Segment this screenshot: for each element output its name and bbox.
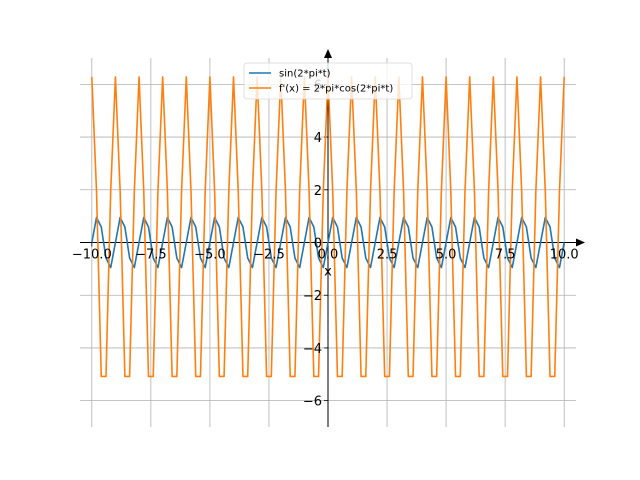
x-tick-label: −2.5 — [253, 248, 285, 263]
y-axis-arrow-icon — [324, 49, 332, 58]
x-tick-label: −5.0 — [194, 248, 226, 263]
x-tick-label: 0.0 — [318, 248, 339, 263]
x-tick-label: 10.0 — [550, 248, 579, 263]
legend-box — [243, 62, 413, 100]
x-tick-label: 5.0 — [436, 248, 457, 263]
x-axis-label: x — [324, 265, 332, 280]
legend-entry-label: f'(x) = 2*pi*cos(2*pi*t) — [279, 84, 393, 95]
x-tick-label: −7.5 — [135, 248, 167, 263]
y-tick-label: 2 — [314, 184, 322, 199]
x-tick-label: −10.0 — [72, 248, 112, 263]
axes — [80, 49, 585, 427]
legend: sin(2*pi*t) f'(x) = 2*pi*cos(2*pi*t) — [243, 62, 413, 100]
x-tick-label: 2.5 — [377, 248, 398, 263]
y-tick-label: −6 — [303, 395, 322, 410]
y-tick-label: 4 — [314, 131, 322, 146]
y-tick-label: −4 — [303, 342, 322, 357]
x-axis-arrow-icon — [576, 238, 585, 247]
series-line-1 — [91, 216, 565, 269]
tick-labels: −10.0 −7.5 −5.0 −2.5 0.0 2.5 5.0 7.5 10.0 −6 −4 −2 0… — [72, 78, 579, 409]
y-tick-label: 0 — [314, 237, 322, 252]
x-tick-label: 7.5 — [495, 248, 516, 263]
y-tick-label: −2 — [303, 289, 322, 304]
legend-entry-label: sin(2*pi*t) — [279, 69, 331, 80]
